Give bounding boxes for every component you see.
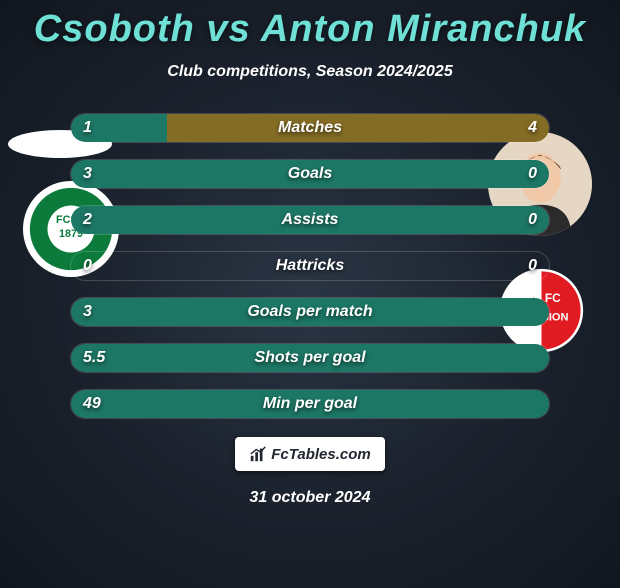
stat-row: 3 Goals per match (70, 297, 550, 327)
stat-row: 2 0 Assists (70, 205, 550, 235)
stat-value-left: 49 (83, 395, 101, 413)
stat-value-left: 0 (83, 257, 92, 275)
chart-icon (249, 445, 267, 463)
stat-label: Min per goal (263, 395, 357, 413)
stat-row: 1 4 Matches (70, 113, 550, 143)
stat-row: 5.5 Shots per goal (70, 343, 550, 373)
stat-label: Matches (278, 119, 342, 137)
stat-row: 3 0 Goals (70, 159, 550, 189)
stat-value-left: 1 (83, 119, 92, 137)
stat-label: Goals (288, 165, 332, 183)
stat-value-right: 0 (528, 211, 537, 229)
stat-bar-right (167, 114, 549, 142)
stat-label: Assists (282, 211, 339, 229)
stat-row: 0 0 Hattricks (70, 251, 550, 281)
stat-label: Hattricks (276, 257, 344, 275)
stat-value-left: 5.5 (83, 349, 105, 367)
stat-value-right: 0 (528, 165, 537, 183)
stat-row: 49 Min per goal (70, 389, 550, 419)
stat-value-left: 3 (83, 165, 92, 183)
stat-value-left: 2 (83, 211, 92, 229)
stat-label: Goals per match (247, 303, 372, 321)
stat-value-left: 3 (83, 303, 92, 321)
stats-bars: 1 4 Matches 3 0 Goals 2 0 Assists 0 0 Hattricks 3 Goa… (70, 113, 550, 419)
brand-label: FcTables.com (271, 446, 370, 463)
stat-label: Shots per goal (254, 349, 365, 367)
stat-value-right: 4 (528, 119, 537, 137)
comparison-title: Csoboth vs Anton Miranchuk (0, 8, 620, 51)
comparison-date: 31 october 2024 (0, 489, 620, 507)
stat-value-right: 0 (528, 257, 537, 275)
brand-badge[interactable]: FcTables.com (235, 437, 385, 471)
season-subtitle: Club competitions, Season 2024/2025 (0, 63, 620, 81)
